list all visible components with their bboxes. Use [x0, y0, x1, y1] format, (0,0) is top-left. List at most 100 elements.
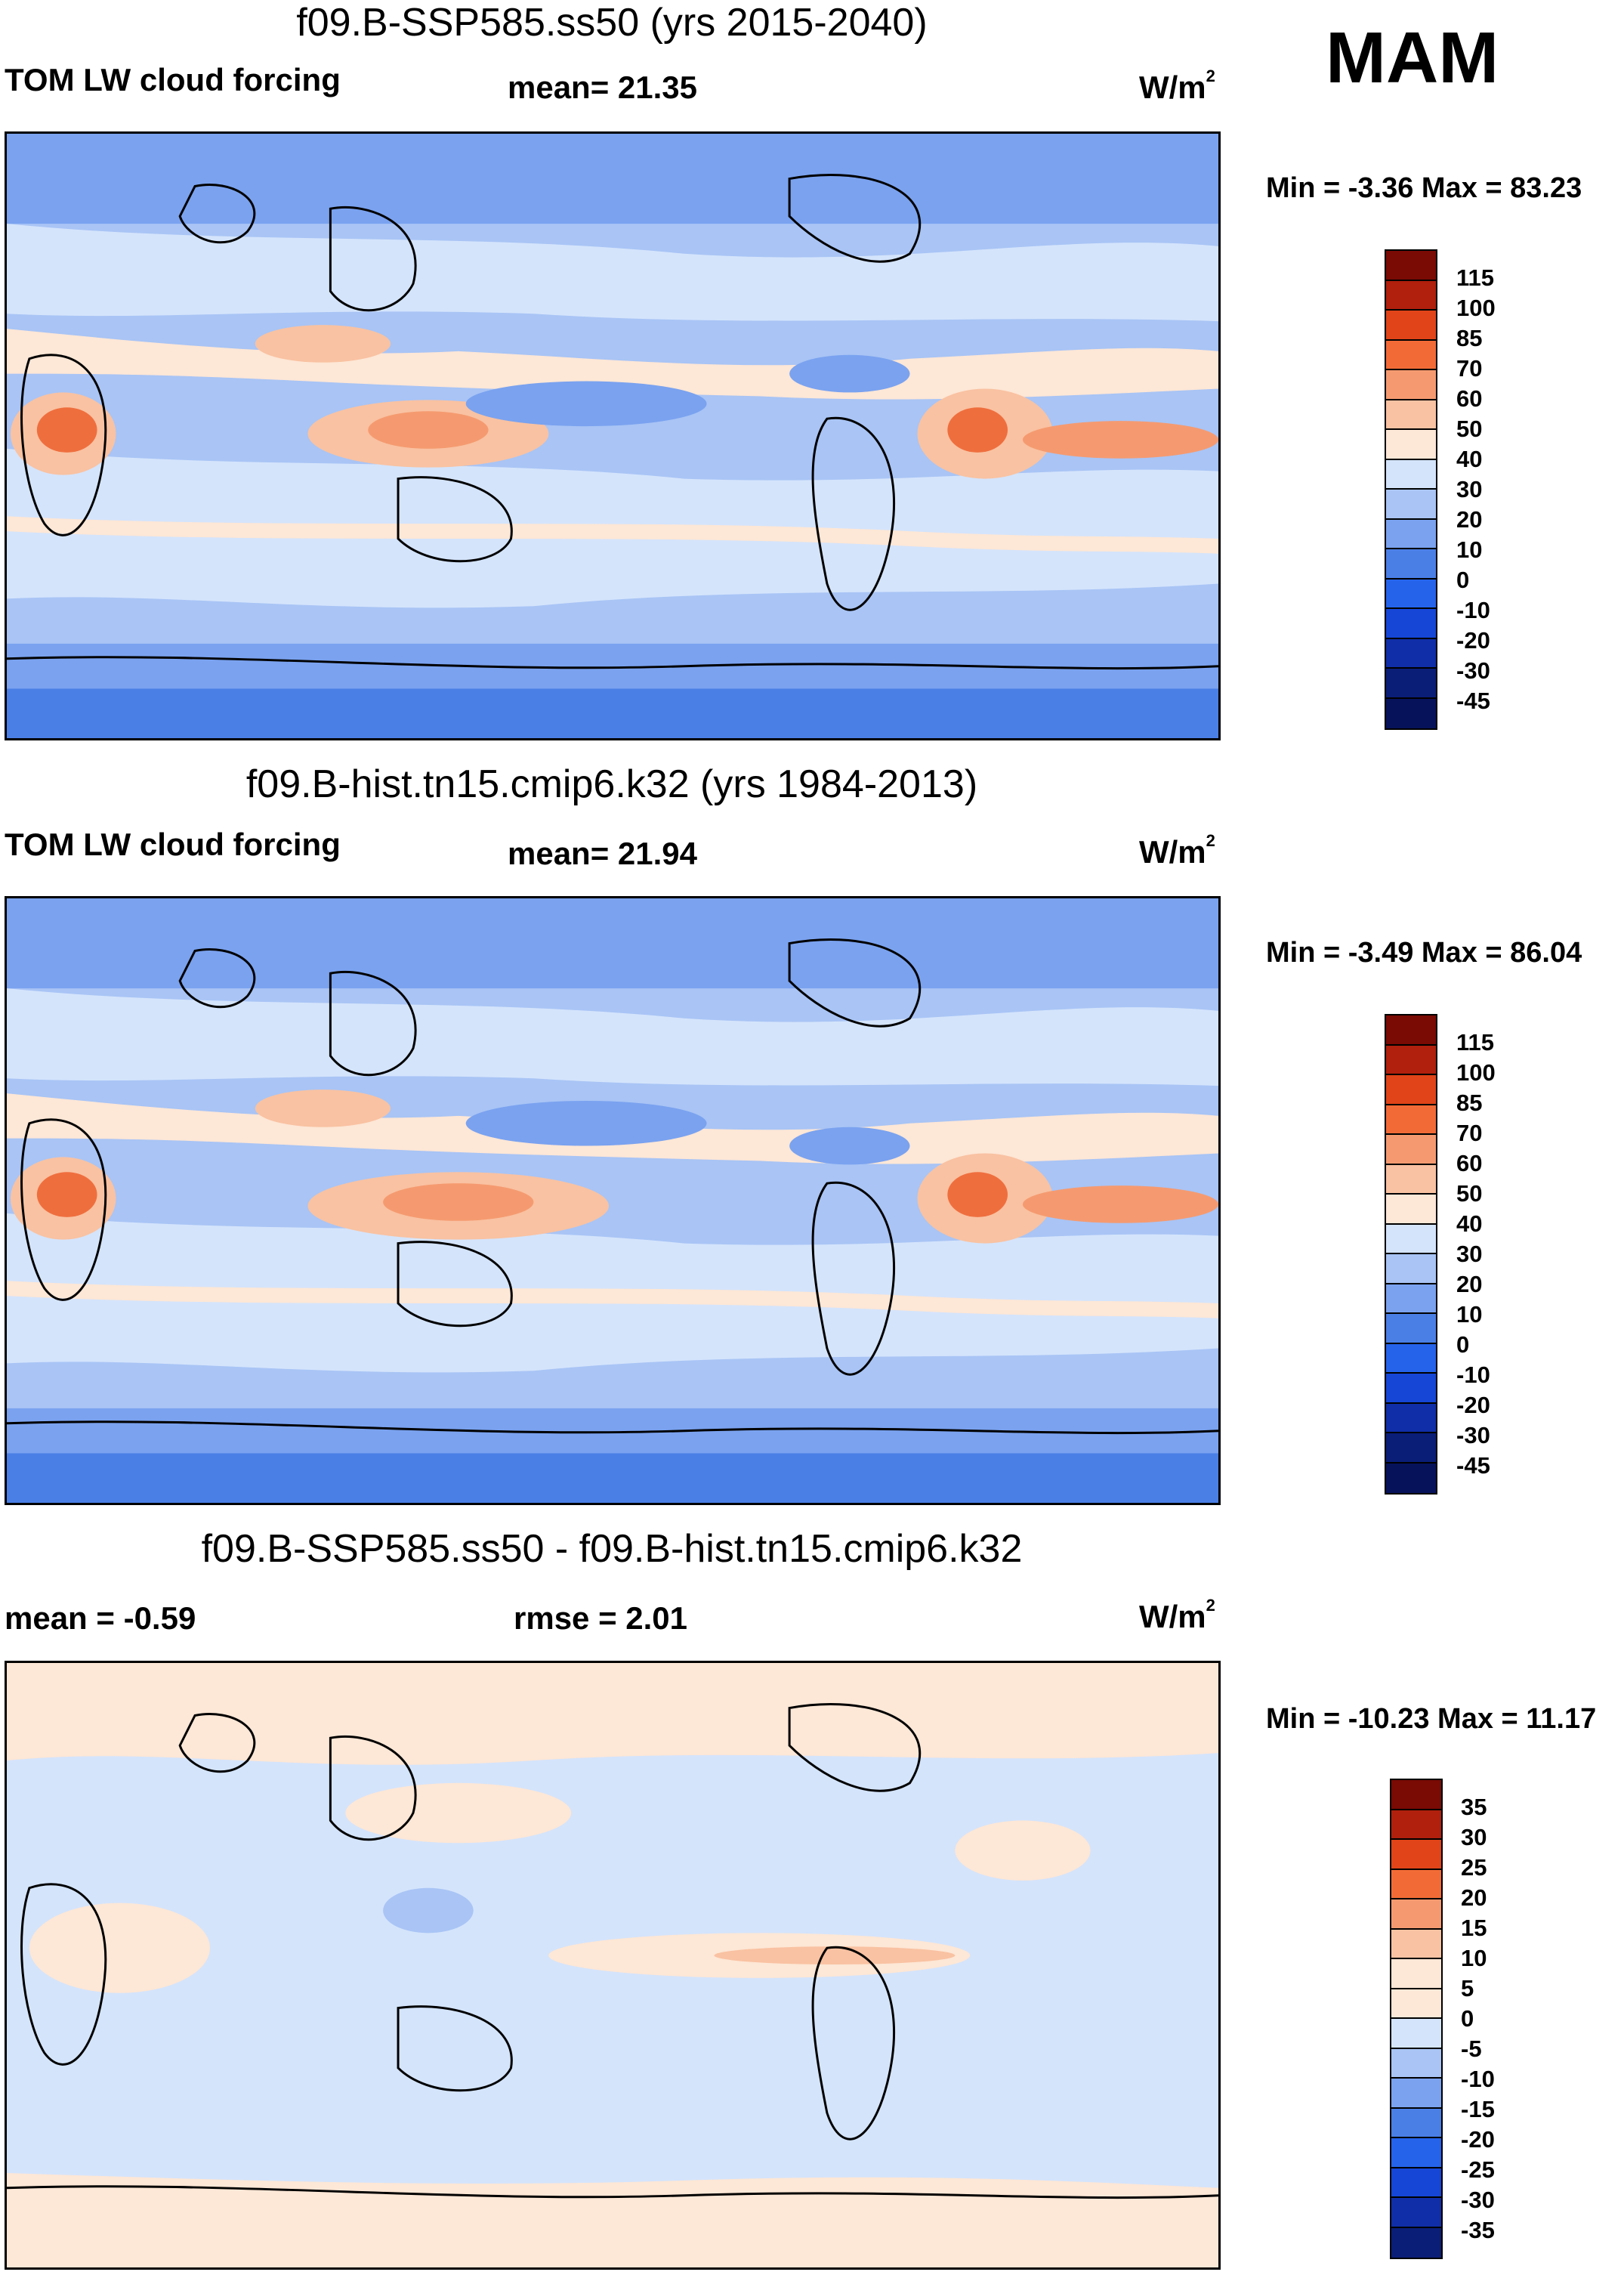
- panel2-colorbar-box: [1386, 1403, 1436, 1433]
- panel3-colorbar-box: [1391, 1929, 1441, 1959]
- panel3-mean-label: mean = -0.59: [5, 1600, 196, 1636]
- panel2-minmax: Min = -3.49 Max = 86.04: [1266, 937, 1582, 969]
- panel3-colorbar-tick: 25: [1461, 1854, 1487, 1881]
- panel1-colorbar-tick: 20: [1456, 506, 1483, 533]
- panel3-colorbar-tick: 15: [1461, 1915, 1487, 1941]
- panel2-colorbar-box: [1386, 1164, 1436, 1195]
- panel1-colorbar: [1385, 249, 1437, 730]
- panel3-colorbar-box: [1391, 1780, 1441, 1810]
- panel1-mean-label: mean= 21.35: [508, 70, 698, 105]
- panel1-colorbar-box: [1386, 251, 1436, 281]
- panel2-colorbar-box: [1386, 1343, 1436, 1374]
- panel2-colorbar-box: [1386, 1433, 1436, 1464]
- panel1-map: [5, 131, 1221, 740]
- panel3-colorbar-tick: 0: [1461, 2005, 1474, 2032]
- panel2-colorbar-box: [1386, 1374, 1436, 1404]
- panel3-colorbar-box: [1391, 1899, 1441, 1930]
- panel3-colorbar-box: [1391, 2198, 1441, 2228]
- panel1-colorbar-tick: -10: [1456, 597, 1490, 623]
- panel1-colorbar-tick: -30: [1456, 657, 1490, 684]
- panel3-colorbar-box: [1391, 1810, 1441, 1840]
- panel1-colorbar-tick: 10: [1456, 536, 1483, 563]
- panel1-colorbar-tick: 40: [1456, 446, 1483, 472]
- panel2-colorbar-box: [1386, 1284, 1436, 1314]
- panel3-colorbar-tick: -25: [1461, 2156, 1495, 2183]
- panel3-colorbar-box: [1391, 2019, 1441, 2049]
- panel2-colorbar-ticks: 115 100 85 70 60 50 40 30 20 10 0 -10 -2…: [1456, 1014, 1532, 1495]
- panel3-colorbar-box: [1391, 1989, 1441, 2019]
- panel2-colorbar-box: [1386, 1463, 1436, 1493]
- panel1-colorbar-tick: 60: [1456, 385, 1483, 412]
- panel3-colorbar-box: [1391, 2048, 1441, 2079]
- panel2-colorbar-box: [1386, 1015, 1436, 1046]
- panel1-colorbar-box: [1386, 549, 1436, 580]
- panel1-colorbar-ticks: 115 100 85 70 60 50 40 30 20 10 0 -10 -2…: [1456, 249, 1532, 730]
- panel3-colorbar-tick: 35: [1461, 1794, 1487, 1820]
- panel2-colorbar-box: [1386, 1314, 1436, 1344]
- season-label: MAM: [1326, 17, 1499, 98]
- panel3-units: W/m2: [1139, 1596, 1215, 1634]
- panel1-colorbar-box: [1386, 430, 1436, 460]
- panel3-colorbar-tick: -5: [1461, 2035, 1482, 2062]
- panel2-colorbar-tick: 40: [1456, 1210, 1483, 1237]
- panel2-colorbar-box: [1386, 1075, 1436, 1105]
- panel1-colorbar-box: [1386, 609, 1436, 639]
- panel3-colorbar-ticks: 35 30 25 20 15 10 5 0 -5 -10 -15 -20 -25…: [1461, 1779, 1536, 2259]
- panel1-minmax: Min = -3.36 Max = 83.23: [1266, 172, 1582, 204]
- panel1-colorbar-box: [1386, 638, 1436, 669]
- panel2-colorbar: [1385, 1014, 1437, 1495]
- panel3-colorbar-tick: -10: [1461, 2066, 1495, 2092]
- panel2-colorbar-tick: 85: [1456, 1090, 1483, 1116]
- panel1-colorbar-tick: 100: [1456, 295, 1496, 321]
- panel1-variable-label: TOM LW cloud forcing: [5, 62, 341, 97]
- panel1-colorbar-box: [1386, 370, 1436, 400]
- panel2-colorbar-box: [1386, 1195, 1436, 1225]
- panel1-colorbar-box: [1386, 519, 1436, 549]
- panel2-colorbar-box: [1386, 1045, 1436, 1075]
- panel2-map-field: [7, 898, 1218, 1503]
- panel1-colorbar-box: [1386, 579, 1436, 609]
- panel1-colorbar-tick: 115: [1456, 264, 1495, 291]
- panel3-colorbar-tick: 20: [1461, 1884, 1487, 1911]
- panel3-colorbar-box: [1391, 2168, 1441, 2198]
- panel3-colorbar-box: [1391, 2079, 1441, 2109]
- panel3-colorbar-tick: -15: [1461, 2096, 1495, 2122]
- panel3-map-field: [7, 1663, 1218, 2267]
- panel3-rmse-label: rmse = 2.01: [514, 1600, 688, 1636]
- panel2-mean-label: mean= 21.94: [508, 836, 698, 871]
- panel2-colorbar-tick: 100: [1456, 1059, 1496, 1086]
- panel3-colorbar-box: [1391, 1840, 1441, 1870]
- panel1-colorbar-tick: 30: [1456, 476, 1483, 502]
- panel2-colorbar-tick: -45: [1456, 1452, 1490, 1479]
- panel2-colorbar-tick: 10: [1456, 1301, 1483, 1328]
- panel2-colorbar-tick: 0: [1456, 1331, 1470, 1358]
- panel2-colorbar-tick: 70: [1456, 1120, 1483, 1146]
- panel3-colorbar-box: [1391, 1869, 1441, 1899]
- panel1-map-field: [7, 134, 1218, 738]
- panel1-colorbar-box: [1386, 459, 1436, 490]
- panel2-colorbar-tick: 20: [1456, 1271, 1483, 1297]
- panel2-colorbar-tick: -20: [1456, 1392, 1490, 1418]
- panel1-colorbar-tick: -45: [1456, 688, 1490, 714]
- panel2-colorbar-tick: 30: [1456, 1241, 1483, 1267]
- panel2-colorbar-tick: 60: [1456, 1150, 1483, 1176]
- panel3-colorbar-tick: -20: [1461, 2126, 1495, 2153]
- panel3-colorbar-box: [1391, 2227, 1441, 2258]
- panel3-colorbar-box: [1391, 1959, 1441, 1989]
- panel3-colorbar-tick: 10: [1461, 1945, 1487, 1971]
- panel1-colorbar-tick: 85: [1456, 325, 1483, 351]
- panel2-title: f09.B-hist.tn15.cmip6.k32 (yrs 1984-2013…: [245, 762, 978, 806]
- panel2-units: W/m2: [1139, 831, 1215, 870]
- panel1-colorbar-box: [1386, 490, 1436, 520]
- panel1-colorbar-tick: 50: [1456, 416, 1483, 442]
- panel1-units: W/m2: [1139, 66, 1215, 105]
- panel3-colorbar-box: [1391, 2108, 1441, 2138]
- panel2-colorbar-box: [1386, 1224, 1436, 1254]
- panel2-map: [5, 896, 1221, 1505]
- panel3-colorbar-tick: 5: [1461, 1975, 1474, 2001]
- panel3-map: [5, 1661, 1221, 2270]
- panel1-colorbar-box: [1386, 340, 1436, 370]
- panel2-variable-label: TOM LW cloud forcing: [5, 827, 341, 862]
- panel1-title: f09.B-SSP585.ss50 (yrs 2015-2040): [296, 1, 928, 45]
- panel1-colorbar-tick: 0: [1456, 567, 1470, 593]
